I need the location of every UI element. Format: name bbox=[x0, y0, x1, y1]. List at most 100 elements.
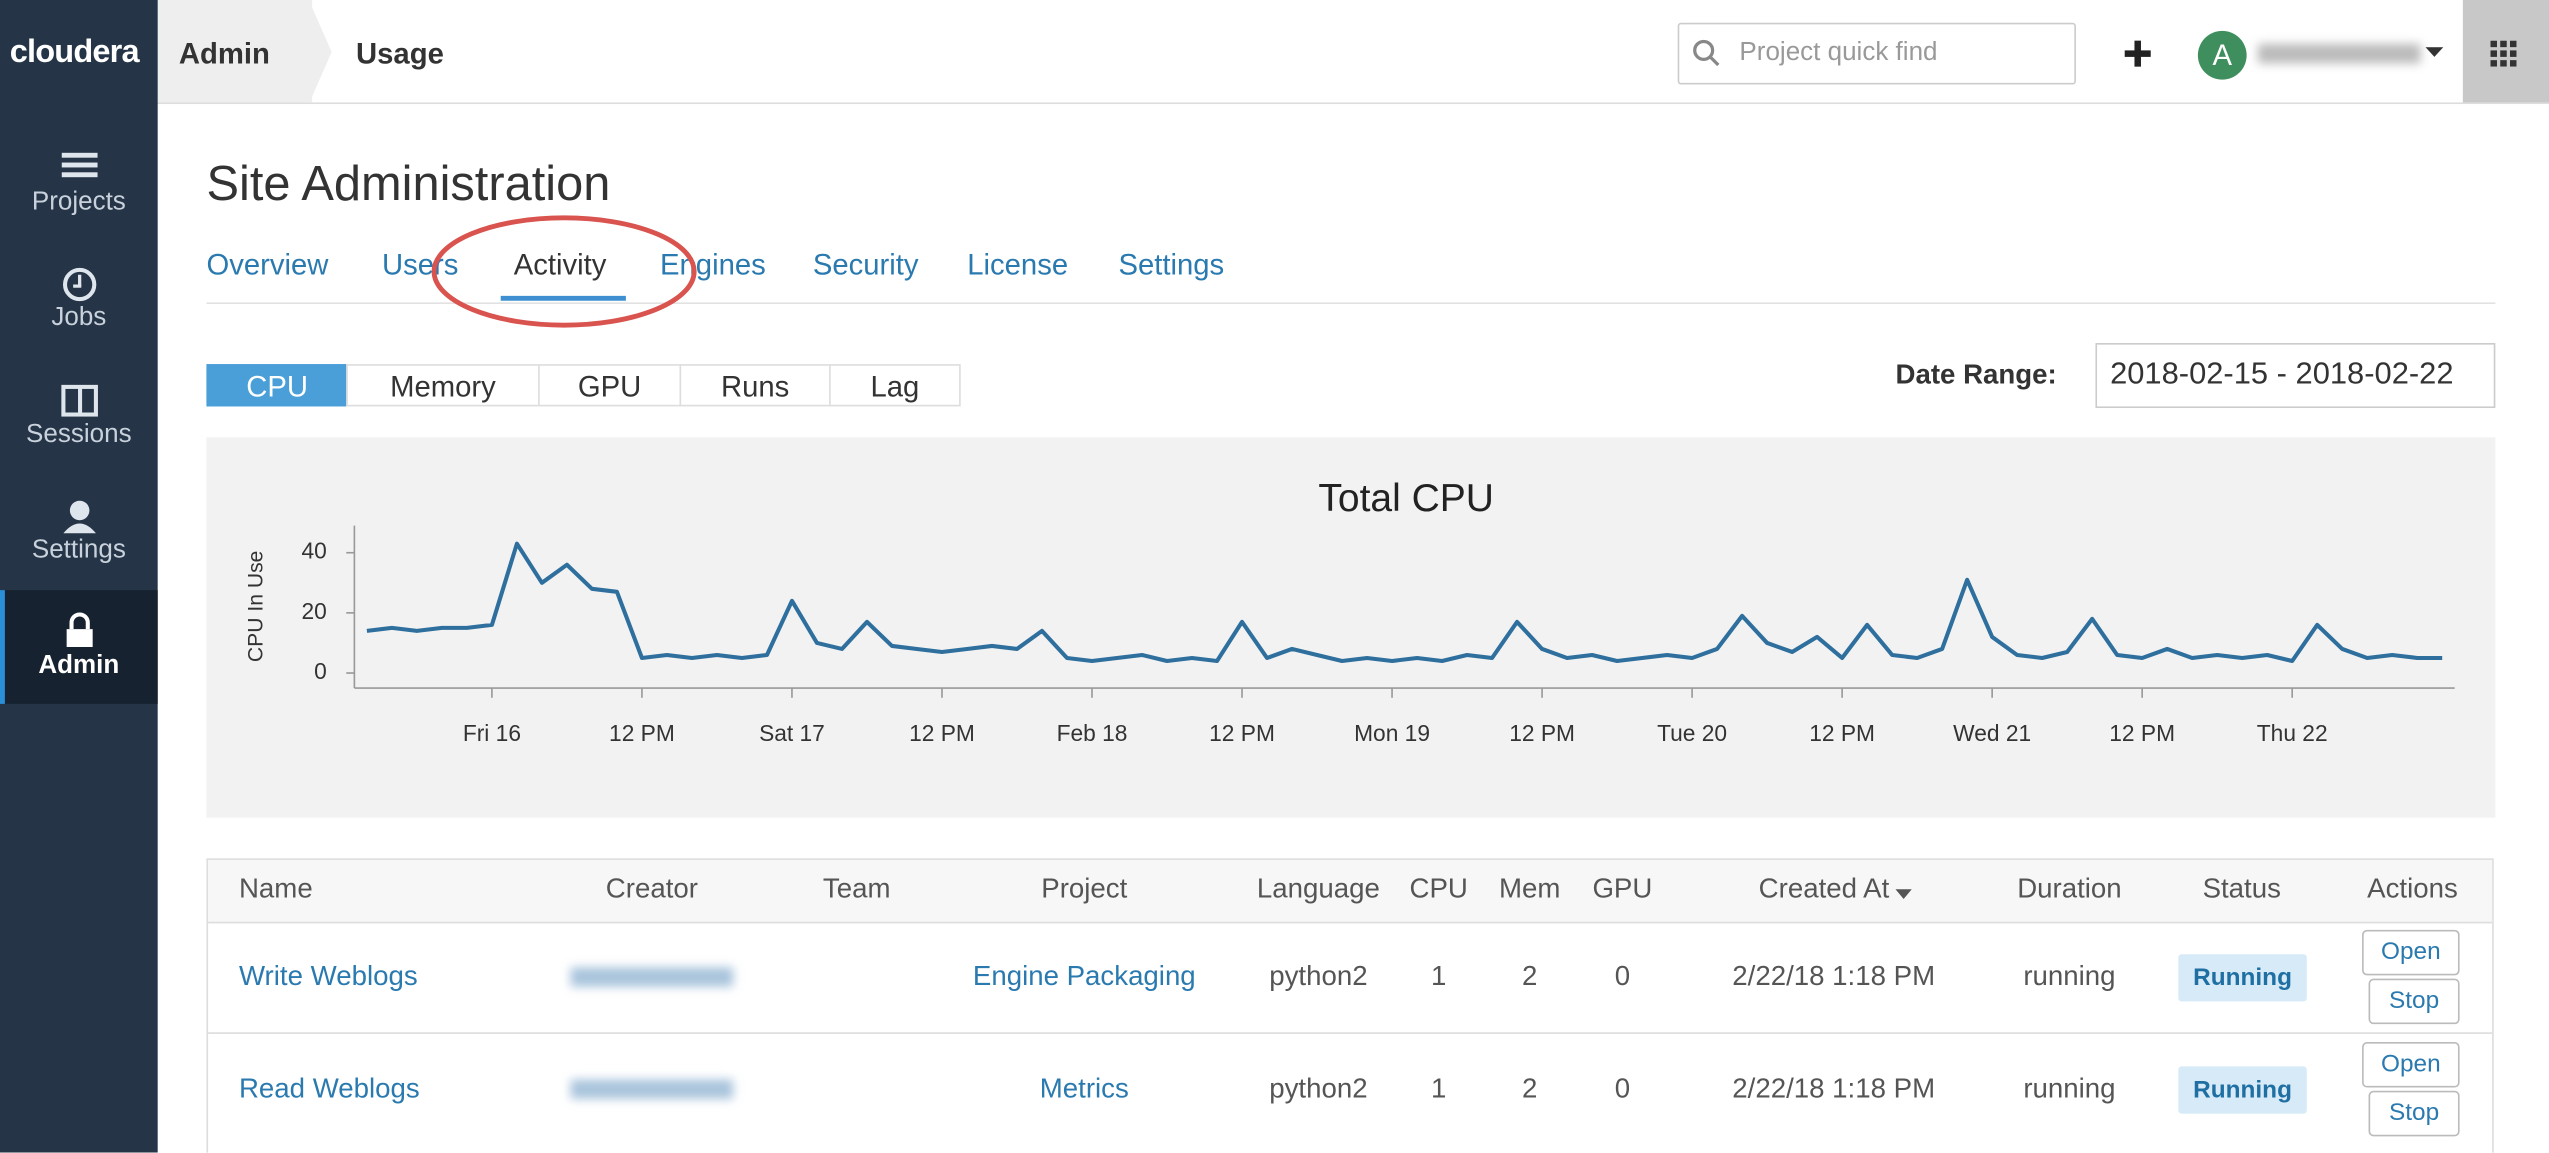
stop-button[interactable]: Stop bbox=[2368, 1090, 2460, 1137]
column-header: Creator bbox=[605, 872, 698, 904]
nav-item[interactable]: Sessions bbox=[26, 421, 132, 449]
project[interactable]: Engine Packaging bbox=[972, 960, 1196, 992]
chart-panel bbox=[206, 437, 2496, 818]
table-header bbox=[208, 859, 2493, 924]
column-header: Duration bbox=[2017, 872, 2122, 904]
column-header[interactable]: Created At bbox=[1758, 872, 1890, 904]
x-tick-label: Fri 16 bbox=[463, 720, 521, 746]
add-button[interactable] bbox=[2123, 39, 2152, 68]
x-tick-label: Feb 18 bbox=[1057, 720, 1128, 746]
x-tick-label: Tue 20 bbox=[1657, 720, 1727, 746]
tab[interactable]: License bbox=[967, 248, 1069, 282]
x-tick-label: 12 PM bbox=[909, 720, 975, 746]
breadcrumb[interactable]: Admin bbox=[178, 37, 270, 70]
cpu-line bbox=[366, 541, 2443, 664]
nav-item[interactable]: Settings bbox=[31, 536, 126, 565]
sidebar-icons bbox=[61, 152, 98, 648]
search-placeholder: Project quick find bbox=[1739, 39, 1938, 67]
nav-item[interactable]: Admin bbox=[38, 651, 120, 680]
chart-title: Total CPU bbox=[1318, 477, 1494, 520]
project[interactable]: Metrics bbox=[1039, 1072, 1129, 1104]
tab[interactable]: Security bbox=[812, 248, 919, 282]
subtab[interactable]: Lag bbox=[829, 364, 961, 407]
runs-table bbox=[206, 858, 2494, 1153]
row-divider bbox=[208, 1032, 2493, 1034]
subtab[interactable]: GPU bbox=[538, 364, 682, 407]
creator-blurred bbox=[570, 1079, 734, 1099]
x-tick-label: 12 PM bbox=[609, 720, 675, 746]
creator-blurred bbox=[570, 967, 734, 987]
language: python2 bbox=[1269, 1072, 1368, 1104]
mem: 2 bbox=[1522, 1072, 1538, 1104]
chart: Total CPU CPU In Use 0 20 40 Fri 16 12 PM Sat… bbox=[244, 477, 2455, 746]
brand-logo[interactable]: cloudera bbox=[9, 34, 140, 70]
sidebar-active bbox=[0, 590, 158, 704]
created-at: 2/22/18 1:18 PM bbox=[1732, 960, 1936, 992]
sidebar bbox=[0, 0, 158, 1153]
tab[interactable]: Settings bbox=[1118, 248, 1225, 282]
open-button[interactable]: Open bbox=[2362, 1042, 2460, 1088]
search-box[interactable] bbox=[1677, 22, 2076, 85]
x-tick-label: Sat 17 bbox=[759, 720, 825, 746]
column-header: CPU bbox=[1409, 872, 1468, 904]
column-header: Actions bbox=[2367, 872, 2458, 904]
name[interactable]: Read Weblogs bbox=[238, 1072, 420, 1104]
column-header: Team bbox=[822, 872, 891, 904]
subtab[interactable]: Memory bbox=[346, 364, 540, 407]
duration: running bbox=[2023, 960, 2116, 992]
x-tick-label: Mon 19 bbox=[1354, 720, 1430, 746]
gpu: 0 bbox=[1614, 1072, 1631, 1104]
avatar[interactable]: A bbox=[2197, 30, 2247, 80]
x-tick-label: 12 PM bbox=[1509, 720, 1575, 746]
gpu: 0 bbox=[1614, 960, 1631, 992]
cpu: 1 bbox=[1430, 960, 1447, 992]
cpu: 1 bbox=[1430, 1072, 1447, 1104]
sort-caret bbox=[1895, 889, 1912, 899]
highlight-ellipse bbox=[431, 215, 697, 328]
x-tick-label: 12 PM bbox=[1809, 720, 1875, 746]
y-axis-label: CPU In Use bbox=[244, 551, 267, 663]
stop-button[interactable]: Stop bbox=[2368, 978, 2460, 1025]
tab[interactable]: Activity bbox=[513, 248, 607, 282]
language: python2 bbox=[1269, 960, 1368, 992]
column-header: Mem bbox=[1499, 872, 1561, 904]
tab[interactable]: Engines bbox=[660, 248, 766, 282]
y-tick-label: 0 bbox=[314, 658, 327, 684]
name[interactable]: Write Weblogs bbox=[238, 960, 418, 992]
page-title: Site Administration bbox=[206, 157, 611, 212]
duration: running bbox=[2023, 1072, 2116, 1104]
column-header: Language bbox=[1256, 872, 1380, 904]
column-header: Project bbox=[1041, 872, 1128, 904]
breadcrumb-arrow bbox=[308, 0, 332, 105]
breadcrumb: Usage bbox=[356, 37, 444, 70]
x-tick-label: 12 PM bbox=[2109, 720, 2175, 746]
nav-item[interactable]: Jobs bbox=[51, 303, 107, 332]
tab-underline bbox=[500, 295, 626, 301]
subtab[interactable]: CPU bbox=[206, 364, 348, 407]
y-tick-label: 20 bbox=[301, 598, 326, 624]
mem: 2 bbox=[1522, 960, 1538, 992]
column-header: Status bbox=[2202, 872, 2281, 904]
open-button[interactable]: Open bbox=[2362, 929, 2460, 976]
created-at: 2/22/18 1:18 PM bbox=[1732, 1072, 1936, 1104]
tab[interactable]: Users bbox=[382, 248, 459, 282]
status-badge: Running bbox=[2178, 1066, 2307, 1114]
column-header: Name bbox=[238, 872, 313, 904]
tab-divider bbox=[206, 302, 2496, 304]
tab[interactable]: Overview bbox=[206, 248, 329, 282]
status-badge: Running bbox=[2178, 954, 2307, 1002]
search-icon bbox=[1693, 39, 1720, 67]
date-range-input[interactable]: 2018-02-15 - 2018-02-22 bbox=[2095, 343, 2496, 409]
x-tick-label: 12 PM bbox=[1209, 720, 1275, 746]
top-bar bbox=[0, 0, 2549, 105]
breadcrumb-bg bbox=[157, 0, 313, 103]
nav-item[interactable]: Projects bbox=[31, 188, 126, 217]
subtab[interactable]: Runs bbox=[679, 364, 831, 407]
column-header: GPU bbox=[1592, 872, 1653, 904]
x-tick-label: Thu 22 bbox=[2257, 720, 2328, 746]
apps-icon bbox=[2490, 40, 2517, 67]
y-tick-label: 40 bbox=[301, 538, 326, 564]
user-caret[interactable] bbox=[2425, 47, 2445, 60]
